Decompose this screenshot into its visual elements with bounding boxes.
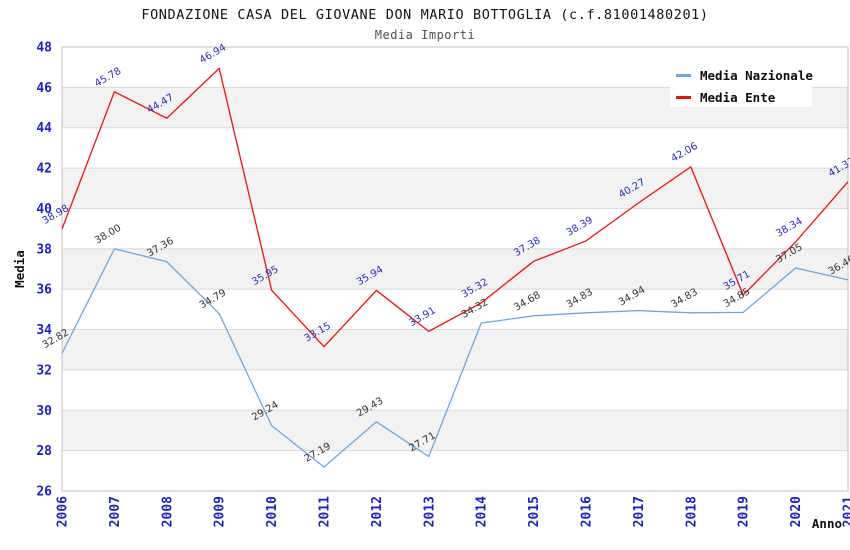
y-tick-label: 30 xyxy=(36,404,52,419)
y-tick-label: 44 xyxy=(36,121,52,136)
x-tick-label: 2015 xyxy=(527,496,542,527)
y-tick-label: 36 xyxy=(36,283,52,298)
data-label: 33.91 xyxy=(407,305,437,329)
data-label: 42.06 xyxy=(669,141,699,165)
x-tick-label: 2008 xyxy=(160,496,175,527)
y-tick-label: 32 xyxy=(36,363,52,378)
y-tick-label: 26 xyxy=(36,485,52,500)
legend-label: Media Nazionale xyxy=(700,67,813,83)
x-tick-label: 2021 xyxy=(842,496,850,527)
y-tick-label: 42 xyxy=(36,162,52,177)
series-line-media-ente xyxy=(61,67,849,348)
plot-band xyxy=(62,248,848,290)
plot-band xyxy=(62,410,848,451)
chart-subtitle: Media Importi xyxy=(374,28,476,42)
legend-label: Media Ente xyxy=(700,89,776,105)
legend-swatch xyxy=(676,73,691,77)
data-label: 38.00 xyxy=(93,223,123,247)
data-label: 34.68 xyxy=(512,290,542,314)
legend-item-media-nazionale: Media Nazionale xyxy=(676,64,813,86)
plot-border xyxy=(61,46,849,492)
data-label: 38.39 xyxy=(565,215,595,239)
y-tick-label: 40 xyxy=(36,202,52,217)
x-tick-label: 2019 xyxy=(737,496,752,527)
data-label: 34.83 xyxy=(565,287,595,311)
chart-title: FONDAZIONE CASA DEL GIOVANE DON MARIO BO… xyxy=(141,7,709,23)
y-tick-label: 46 xyxy=(36,81,52,96)
y-tick-label: 38 xyxy=(36,242,52,257)
x-tick-label: 2016 xyxy=(580,496,595,527)
x-tick-label: 2011 xyxy=(318,496,333,527)
x-tick-label: 2012 xyxy=(370,496,385,527)
x-tick-label: 2009 xyxy=(213,496,228,527)
data-label: 34.83 xyxy=(669,287,699,311)
x-tick-label: 2017 xyxy=(632,496,647,527)
legend-swatch xyxy=(676,95,691,99)
x-tick-label: 2006 xyxy=(56,496,71,527)
plot-band xyxy=(62,168,848,209)
data-label: 46.94 xyxy=(198,42,228,66)
legend-item-media-ente: Media Ente xyxy=(676,86,812,108)
legend: Media Nazionale Media Ente xyxy=(670,57,813,108)
x-tick-label: 2010 xyxy=(265,496,280,527)
x-tick-label: 2013 xyxy=(422,496,437,527)
x-axis-title: Anno xyxy=(812,516,842,531)
x-tick-label: 2007 xyxy=(108,496,123,527)
data-label: 45.78 xyxy=(93,66,123,90)
plot-band xyxy=(62,329,848,370)
y-tick-label: 34 xyxy=(36,323,52,338)
y-tick-label: 28 xyxy=(36,444,52,459)
y-tick-label: 48 xyxy=(36,41,52,56)
x-tick-label: 2018 xyxy=(684,496,699,527)
x-tick-label: 2020 xyxy=(789,496,804,527)
series-line-media-nazionale xyxy=(61,248,849,468)
x-tick-label: 2014 xyxy=(475,496,490,527)
y-axis-title: Media xyxy=(12,250,27,288)
